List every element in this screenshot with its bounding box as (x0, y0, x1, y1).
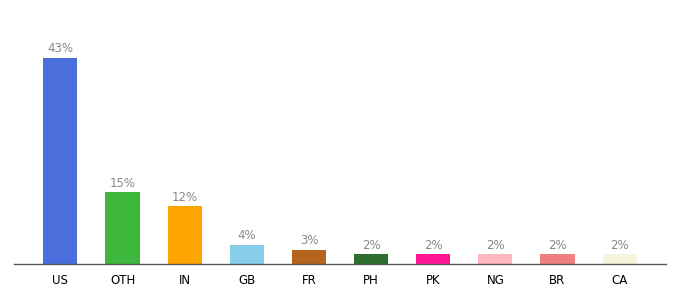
Bar (602, 254, 636, 264)
Bar (541, 254, 575, 264)
Text: 12%: 12% (171, 191, 198, 204)
Text: 3%: 3% (300, 234, 318, 247)
Text: 2%: 2% (548, 239, 567, 252)
Bar (230, 245, 264, 264)
Bar (354, 254, 388, 264)
Text: 2%: 2% (611, 239, 629, 252)
Bar (44, 58, 78, 264)
Bar (167, 206, 202, 264)
Text: 2%: 2% (362, 239, 380, 252)
Bar (292, 250, 326, 264)
Text: 2%: 2% (424, 239, 443, 252)
Text: 43%: 43% (48, 42, 73, 55)
Bar (105, 192, 139, 264)
Text: 15%: 15% (109, 177, 135, 190)
Text: 2%: 2% (486, 239, 505, 252)
Bar (416, 254, 450, 264)
Bar (478, 254, 513, 264)
Text: 4%: 4% (237, 230, 256, 242)
